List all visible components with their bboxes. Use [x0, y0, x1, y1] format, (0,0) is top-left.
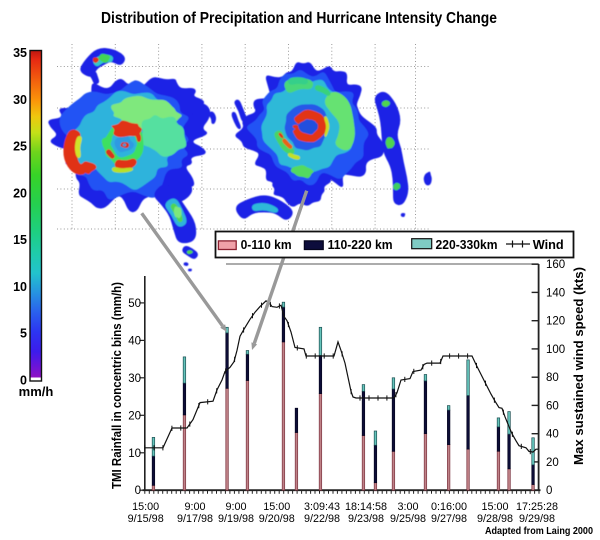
- svg-text:25: 25: [13, 140, 27, 154]
- svg-text:9/17/98: 9/17/98: [177, 513, 213, 525]
- svg-text:9/25/98: 9/25/98: [390, 513, 426, 525]
- svg-text:20: 20: [13, 186, 27, 200]
- svg-text:9/19/98: 9/19/98: [218, 513, 254, 525]
- svg-text:30: 30: [13, 93, 27, 107]
- svg-text:0: 0: [20, 373, 27, 387]
- svg-text:15: 15: [13, 233, 27, 247]
- svg-text:120: 120: [546, 316, 565, 328]
- svg-text:Max sustained wind speed (kts): Max sustained wind speed (kts): [571, 267, 586, 465]
- svg-text:9/15/98: 9/15/98: [128, 513, 164, 525]
- svg-text:0:16:00: 0:16:00: [431, 501, 467, 513]
- svg-text:17:25:28: 17:25:28: [516, 501, 558, 513]
- svg-text:50: 50: [128, 298, 141, 310]
- svg-text:20: 20: [546, 457, 559, 469]
- svg-text:0: 0: [135, 485, 141, 497]
- svg-text:10: 10: [13, 280, 27, 294]
- svg-text:Adapted from Laing 2000: Adapted from Laing 2000: [485, 525, 593, 537]
- svg-text:40: 40: [128, 335, 141, 347]
- svg-text:15:00: 15:00: [132, 501, 159, 513]
- svg-text:160: 160: [546, 259, 565, 271]
- svg-text:9/20/98: 9/20/98: [259, 513, 295, 525]
- svg-text:Wind: Wind: [533, 237, 564, 252]
- svg-text:0-110 km: 0-110 km: [241, 237, 292, 252]
- svg-text:mm/h: mm/h: [19, 384, 54, 399]
- svg-text:3:09:43: 3:09:43: [304, 501, 340, 513]
- svg-text:40: 40: [546, 429, 559, 441]
- svg-text:140: 140: [546, 287, 565, 299]
- svg-text:35: 35: [13, 46, 27, 60]
- svg-text:15:00: 15:00: [481, 501, 508, 513]
- svg-text:TMI Rainfall in concentric bin: TMI Rainfall in concentric bins (mm/h): [110, 282, 124, 489]
- svg-text:9/23/98: 9/23/98: [348, 513, 384, 525]
- svg-text:3:00: 3:00: [397, 501, 418, 513]
- svg-text:5: 5: [20, 327, 27, 341]
- svg-text:10: 10: [128, 448, 141, 460]
- svg-text:110-220 km: 110-220 km: [328, 237, 393, 252]
- svg-text:9/22/98: 9/22/98: [304, 513, 340, 525]
- svg-text:0: 0: [546, 485, 552, 497]
- svg-text:18:14:58: 18:14:58: [345, 501, 387, 513]
- svg-text:220-330km: 220-330km: [436, 237, 498, 252]
- svg-text:15:00: 15:00: [263, 501, 290, 513]
- svg-text:9:00: 9:00: [184, 501, 205, 513]
- svg-text:20: 20: [128, 410, 141, 422]
- svg-text:9/29/98: 9/29/98: [519, 513, 555, 525]
- svg-text:Distribution of Precipitation: Distribution of Precipitation and Hurric…: [101, 10, 497, 27]
- svg-text:60: 60: [546, 400, 559, 412]
- svg-text:9:00: 9:00: [225, 501, 246, 513]
- svg-text:9/27/98: 9/27/98: [431, 513, 467, 525]
- svg-text:30: 30: [128, 373, 141, 385]
- svg-text:80: 80: [546, 372, 559, 384]
- svg-text:9/28/98: 9/28/98: [477, 513, 513, 525]
- svg-text:100: 100: [546, 344, 565, 356]
